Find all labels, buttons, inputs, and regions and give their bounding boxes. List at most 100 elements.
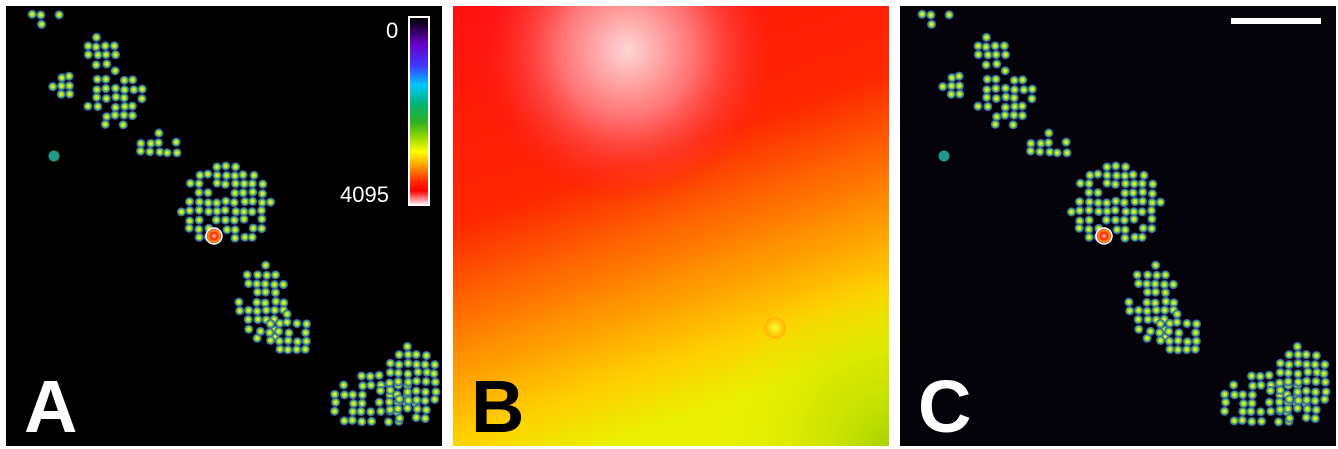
particle bbox=[1124, 297, 1134, 307]
particle bbox=[1275, 405, 1285, 415]
particle bbox=[1102, 206, 1112, 216]
particle bbox=[403, 377, 413, 387]
particle bbox=[220, 205, 230, 215]
particle bbox=[1110, 179, 1120, 189]
particle bbox=[429, 368, 439, 379]
particle-cluster bbox=[917, 9, 1331, 427]
particle bbox=[248, 223, 258, 233]
particle bbox=[393, 368, 403, 378]
particle bbox=[292, 337, 303, 347]
particle bbox=[1125, 306, 1135, 316]
particle bbox=[1001, 92, 1011, 102]
particle bbox=[56, 89, 66, 99]
particle bbox=[1137, 179, 1147, 189]
particle bbox=[194, 205, 204, 215]
particle bbox=[1247, 398, 1257, 408]
particle bbox=[1155, 335, 1166, 346]
particle bbox=[926, 10, 936, 20]
particle bbox=[412, 395, 422, 405]
particle bbox=[1191, 319, 1202, 329]
particle bbox=[203, 198, 213, 208]
particle bbox=[411, 412, 421, 423]
particle bbox=[365, 371, 375, 381]
particle bbox=[1111, 161, 1121, 171]
particle bbox=[261, 305, 271, 315]
particle bbox=[1292, 403, 1303, 413]
particle bbox=[1129, 214, 1139, 224]
particle bbox=[946, 81, 957, 91]
particle bbox=[1160, 288, 1171, 298]
particle bbox=[1154, 327, 1165, 338]
particle bbox=[1147, 189, 1158, 199]
scale-bar bbox=[1231, 18, 1321, 24]
panel-label-c: C bbox=[918, 365, 971, 446]
particle bbox=[403, 369, 413, 379]
particle bbox=[230, 162, 241, 172]
particle bbox=[1137, 232, 1147, 242]
particle bbox=[348, 390, 358, 400]
particle bbox=[1229, 380, 1239, 390]
particle bbox=[393, 377, 403, 387]
particle bbox=[110, 110, 120, 120]
particle bbox=[393, 404, 403, 414]
particle bbox=[990, 41, 1000, 51]
particle bbox=[1320, 360, 1330, 370]
particle bbox=[65, 89, 75, 99]
particle bbox=[1084, 187, 1094, 198]
particle bbox=[1075, 178, 1085, 188]
particle bbox=[171, 137, 181, 147]
particle bbox=[136, 146, 146, 156]
particle bbox=[1138, 223, 1148, 233]
particle bbox=[1273, 417, 1284, 427]
particle bbox=[260, 287, 271, 297]
particle bbox=[270, 270, 281, 280]
particle bbox=[1128, 188, 1138, 198]
particle bbox=[1302, 395, 1312, 405]
particle bbox=[1129, 179, 1139, 189]
particle bbox=[1293, 377, 1303, 387]
particle bbox=[234, 297, 244, 307]
particle bbox=[376, 406, 386, 417]
particle bbox=[1265, 386, 1276, 396]
particle bbox=[1017, 101, 1027, 111]
particle bbox=[185, 206, 195, 216]
particle bbox=[339, 416, 349, 426]
particle bbox=[1248, 381, 1258, 391]
particle bbox=[1142, 287, 1153, 297]
particle-cluster bbox=[27, 9, 441, 427]
particle bbox=[420, 413, 430, 424]
particle bbox=[48, 82, 58, 92]
particle bbox=[231, 206, 241, 217]
particle bbox=[270, 305, 280, 315]
particle bbox=[211, 215, 221, 225]
panel-c: C bbox=[900, 6, 1336, 446]
particle bbox=[1256, 380, 1266, 390]
particle bbox=[349, 399, 359, 409]
particle bbox=[1084, 205, 1094, 215]
panel-b: B bbox=[453, 6, 889, 446]
particle bbox=[244, 324, 254, 334]
particle bbox=[229, 197, 239, 208]
particle bbox=[1172, 309, 1182, 319]
particle bbox=[1256, 407, 1266, 417]
bright-spot bbox=[764, 317, 786, 339]
particle bbox=[1301, 386, 1311, 396]
particle bbox=[110, 102, 121, 112]
particle bbox=[101, 83, 111, 94]
particle bbox=[1130, 196, 1140, 207]
particle bbox=[212, 162, 222, 172]
particle bbox=[229, 215, 240, 225]
particle bbox=[185, 216, 195, 226]
particle bbox=[357, 398, 367, 408]
particle bbox=[1237, 415, 1247, 425]
particle bbox=[1165, 344, 1175, 354]
particle bbox=[257, 189, 268, 199]
particle bbox=[1043, 138, 1054, 148]
particle bbox=[1044, 128, 1054, 138]
particle bbox=[221, 196, 231, 206]
particle bbox=[1130, 232, 1140, 242]
particle bbox=[253, 270, 263, 280]
particle bbox=[278, 279, 289, 290]
particle bbox=[137, 84, 147, 94]
particle bbox=[1101, 215, 1111, 225]
